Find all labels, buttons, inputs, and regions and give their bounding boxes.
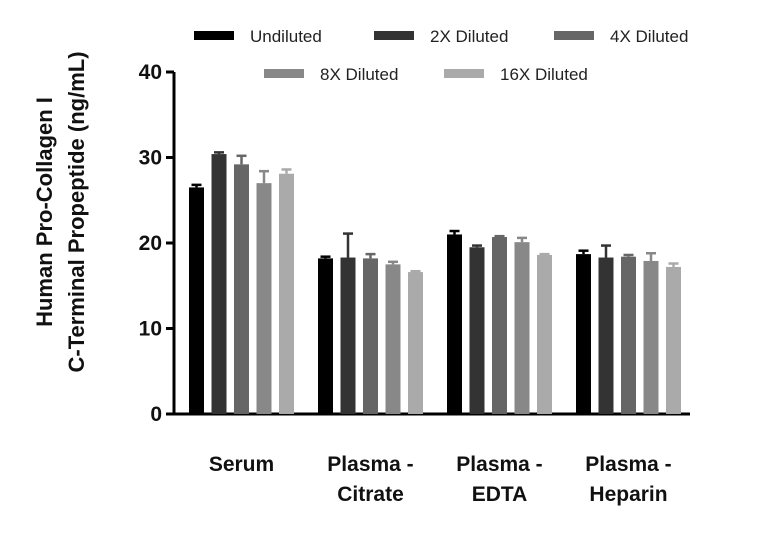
bar xyxy=(408,272,423,414)
legend: Undiluted 2X Diluted 4X Diluted 8X Diluted 1… xyxy=(194,27,688,84)
y-axis-label: Human Pro-Collagen I C-Terminal Propeptid… xyxy=(32,51,89,372)
y-tick-label: 20 xyxy=(139,232,162,255)
bars xyxy=(189,154,681,414)
legend-swatch xyxy=(554,31,594,40)
category-label-line1: Plasma - xyxy=(585,453,671,476)
y-axis: 0 10 20 30 40 xyxy=(139,61,176,426)
bar xyxy=(234,164,249,414)
bar xyxy=(537,254,552,414)
bar xyxy=(279,173,294,414)
bar xyxy=(576,254,591,414)
category-label-line1: Serum xyxy=(209,453,274,476)
x-category-labels: Serum Plasma - Citrate Plasma - EDTA Plasma -… xyxy=(209,453,672,506)
y-axis-label-line: Human Pro-Collagen I xyxy=(32,97,57,327)
legend-swatch xyxy=(264,69,304,78)
legend-label: 4X Diluted xyxy=(610,27,688,46)
legend-label: Undiluted xyxy=(250,27,322,46)
category-label-line2: EDTA xyxy=(472,483,528,506)
bar xyxy=(469,247,485,414)
bar xyxy=(363,258,378,414)
category-label-line2: Citrate xyxy=(337,483,404,506)
y-axis-label-line: C-Terminal Propeptide (ng/mL) xyxy=(64,51,89,372)
bar xyxy=(621,256,636,414)
bar xyxy=(666,266,681,414)
category-label-line1: Plasma - xyxy=(456,453,542,476)
bar xyxy=(385,264,401,414)
bar xyxy=(643,260,659,414)
legend-swatch xyxy=(444,69,484,78)
legend-swatch xyxy=(374,31,414,40)
legend-swatch xyxy=(194,31,234,40)
y-tick-label: 0 xyxy=(150,403,162,426)
bar xyxy=(340,257,356,414)
y-tick-label: 40 xyxy=(139,61,162,84)
bar xyxy=(189,187,204,414)
bar xyxy=(318,258,333,414)
bar xyxy=(492,237,507,414)
bar xyxy=(447,234,462,414)
error-bars xyxy=(191,151,679,273)
legend-label: 8X Diluted xyxy=(320,65,398,84)
legend-label: 16X Diluted xyxy=(500,65,588,84)
legend-label: 2X Diluted xyxy=(430,27,508,46)
y-tick-label: 30 xyxy=(139,147,162,170)
bar xyxy=(211,154,227,414)
y-tick-label: 10 xyxy=(139,318,162,341)
bar xyxy=(598,257,614,414)
bar xyxy=(256,183,272,414)
category-label-line1: Plasma - xyxy=(327,453,413,476)
category-label-line2: Heparin xyxy=(589,483,667,506)
bar xyxy=(514,242,530,414)
